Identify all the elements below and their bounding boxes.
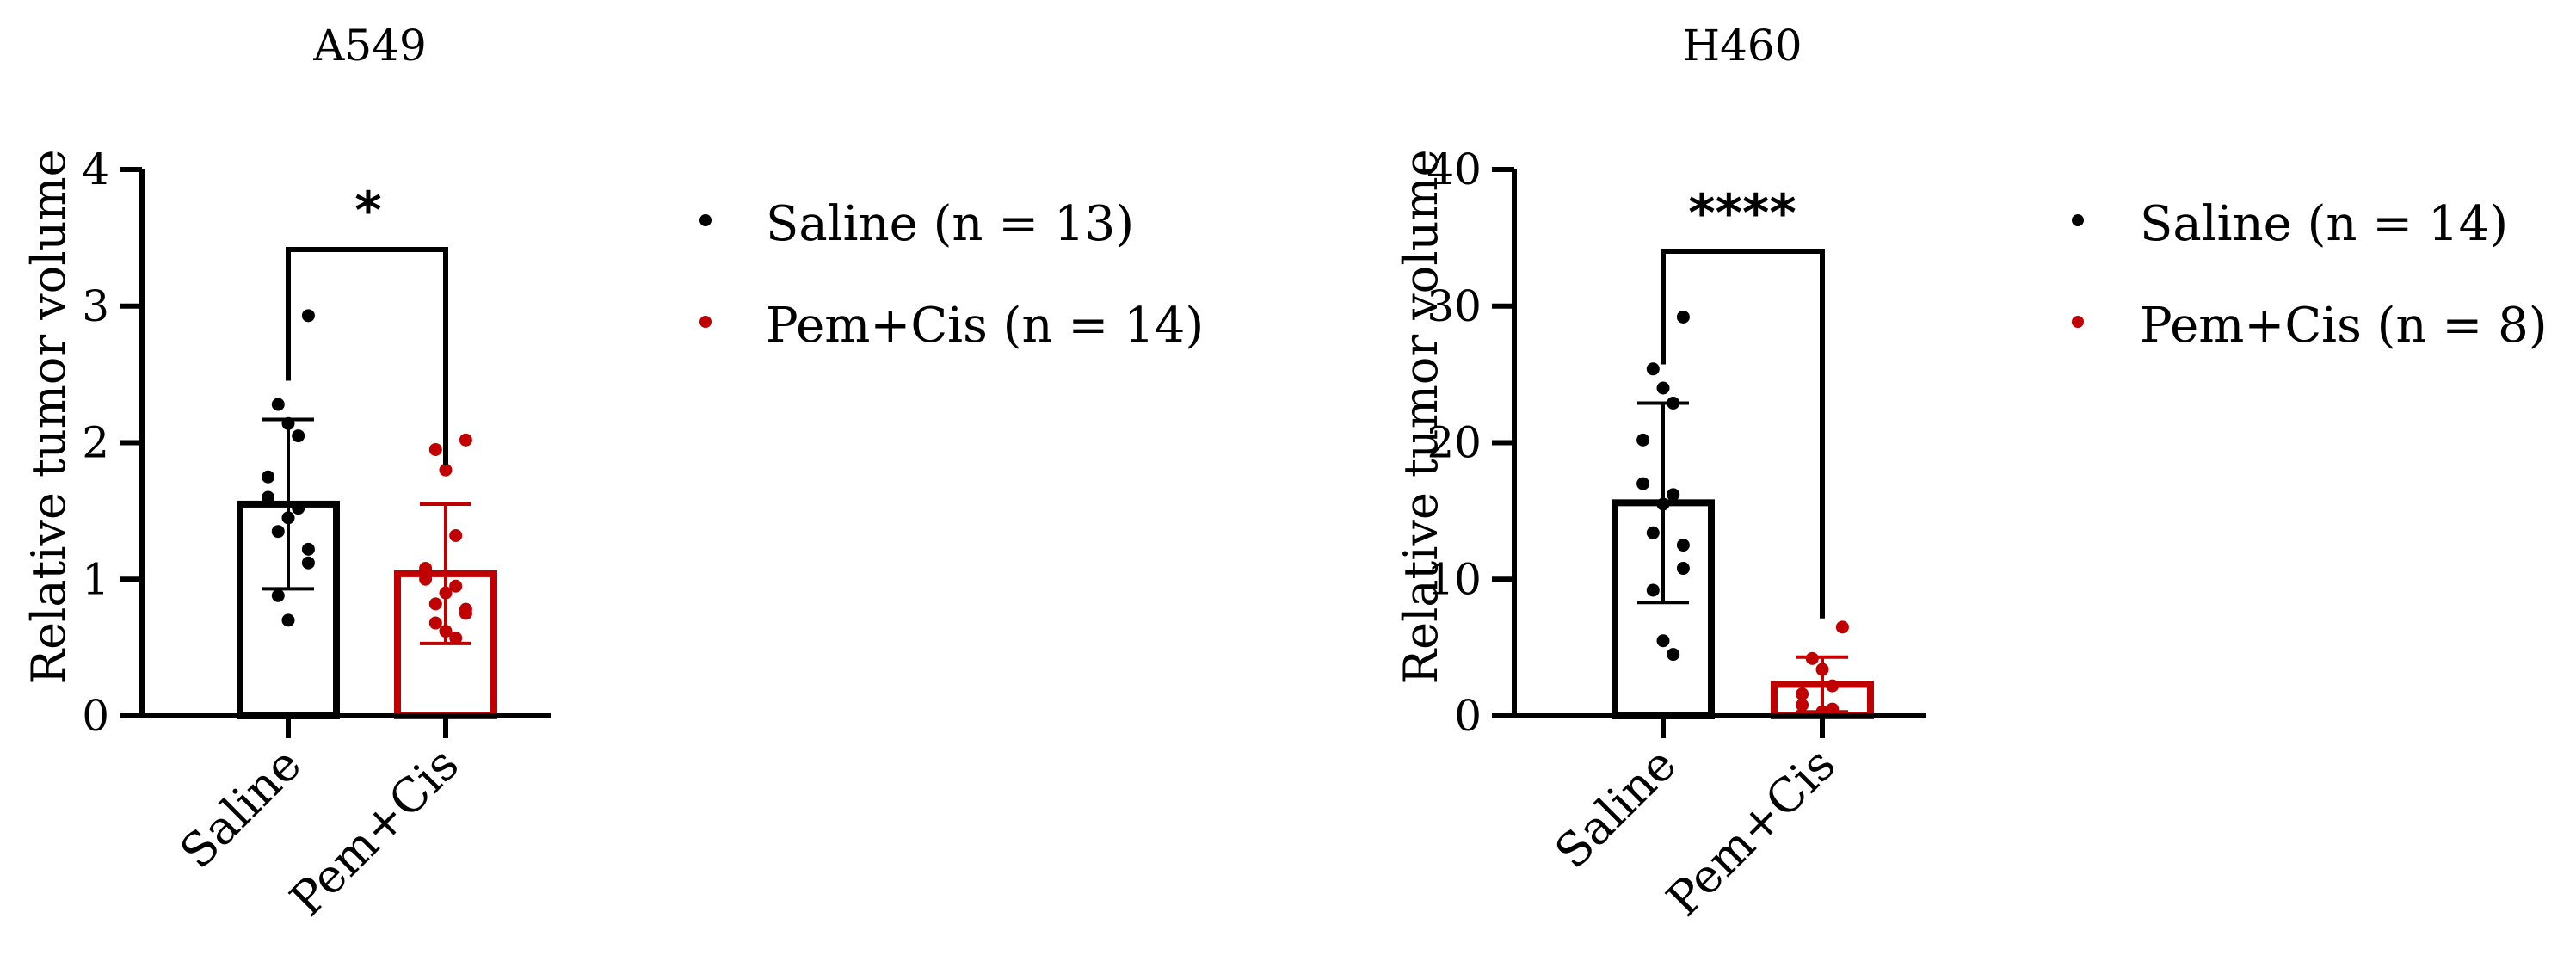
legend-marker [2072, 214, 2084, 226]
x-tick-label: Pem+Cis [1656, 737, 1846, 927]
chart-title: A549 [312, 21, 427, 71]
data-point [1667, 648, 1680, 662]
data-point [439, 625, 453, 638]
x-tick-label: Pem+Cis [280, 737, 469, 927]
data-point [449, 632, 463, 645]
data-point [271, 589, 285, 602]
data-point [262, 490, 275, 504]
y-axis-label: Relative tumor volume [1394, 149, 1448, 684]
legend-entry: Pem+Cis (n = 14) [766, 298, 1204, 354]
y-tick-label: 40 [1427, 145, 1482, 194]
data-point [1826, 702, 1840, 716]
data-point [459, 607, 472, 620]
data-point [1805, 651, 1819, 665]
data-point [292, 502, 305, 515]
x-tick-label: Saline [1544, 737, 1686, 879]
data-point [1656, 381, 1670, 395]
data-point [1676, 562, 1690, 576]
data-point [1796, 687, 1809, 701]
data-point [1646, 583, 1660, 597]
significance-bracket [1661, 249, 1825, 619]
data-point [428, 442, 442, 456]
data-point [1676, 310, 1690, 324]
x-tick-label: Saline [169, 737, 311, 879]
legend-entry: Saline (n = 14) [2140, 196, 2508, 252]
data-point [281, 511, 295, 525]
legend-entry: Saline (n = 13) [766, 196, 1134, 252]
y-tick-label: 1 [82, 554, 109, 604]
data-point [1656, 634, 1670, 648]
y-axis-label: Relative tumor volume [22, 149, 76, 684]
y-tick-label: 3 [82, 281, 109, 331]
data-point [1646, 526, 1660, 539]
data-point [439, 586, 453, 600]
legend-marker [699, 214, 712, 226]
data-point [1646, 362, 1660, 376]
y-tick-label: 0 [82, 691, 109, 741]
data-point [449, 579, 463, 593]
data-point [281, 613, 295, 627]
data-point [1667, 396, 1680, 410]
y-tick-label: 2 [82, 418, 109, 468]
data-point [301, 309, 315, 323]
chart-title: H460 [1682, 21, 1802, 71]
data-point [301, 556, 315, 570]
data-point [1835, 620, 1849, 634]
data-point [1815, 663, 1829, 676]
y-tick-label: 0 [1454, 691, 1482, 741]
data-point [1796, 698, 1809, 712]
y-tick-label: 20 [1427, 418, 1482, 468]
significance-label: **** [1688, 183, 1796, 243]
significance-bracket [286, 247, 448, 465]
data-point [271, 398, 285, 411]
data-point [301, 542, 315, 556]
data-point [449, 528, 463, 542]
data-point [419, 572, 433, 586]
data-point [1667, 488, 1680, 502]
data-point [1826, 679, 1840, 693]
data-point [281, 416, 295, 430]
data-point [1656, 497, 1670, 511]
data-point [439, 463, 453, 477]
data-point [271, 525, 285, 539]
data-point [1636, 433, 1650, 447]
y-tick-label: 4 [82, 145, 109, 194]
legend-entry: Pem+Cis (n = 8) [2140, 298, 2548, 354]
data-point [459, 433, 472, 447]
data-point [419, 562, 433, 576]
data-point [292, 429, 305, 443]
legend-marker [699, 316, 712, 328]
data-point [262, 470, 275, 484]
data-point [1636, 477, 1650, 490]
data-point [428, 597, 442, 611]
legend-marker [2072, 316, 2084, 328]
y-tick-label: 30 [1427, 281, 1482, 331]
data-point [1676, 539, 1690, 552]
data-point [428, 616, 442, 630]
significance-label: * [354, 181, 381, 241]
y-tick-label: 10 [1427, 554, 1482, 604]
